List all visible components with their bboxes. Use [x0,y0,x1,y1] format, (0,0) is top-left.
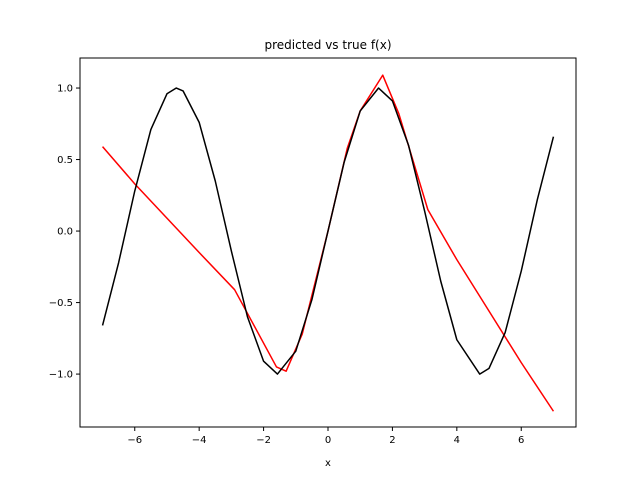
axis-ticks: −6 −4 −2 0 2 4 6 −1.0 −0.5 0.0 0.5 1.0 [49,84,525,446]
chart-title: predicted vs true f(x) [264,38,391,52]
y-tick-label: 1.0 [57,84,73,95]
y-tick-label: −1.0 [49,370,73,381]
series-line-0 [101,74,555,412]
series-line-1 [101,87,555,375]
x-tick-label: 2 [389,435,395,446]
x-tick-label: 6 [518,435,524,446]
plot-area [101,74,555,412]
y-tick-label: 0.5 [57,155,73,166]
x-tick-label: −6 [127,435,142,446]
y-tick-label: −0.5 [49,298,73,309]
x-tick-label: 4 [454,435,460,446]
x-tick-label: −2 [256,435,271,446]
x-axis-label: x [325,458,331,469]
x-tick-label: −4 [192,435,207,446]
y-tick-label: 0.0 [57,227,73,238]
x-tick-label: 0 [325,435,331,446]
